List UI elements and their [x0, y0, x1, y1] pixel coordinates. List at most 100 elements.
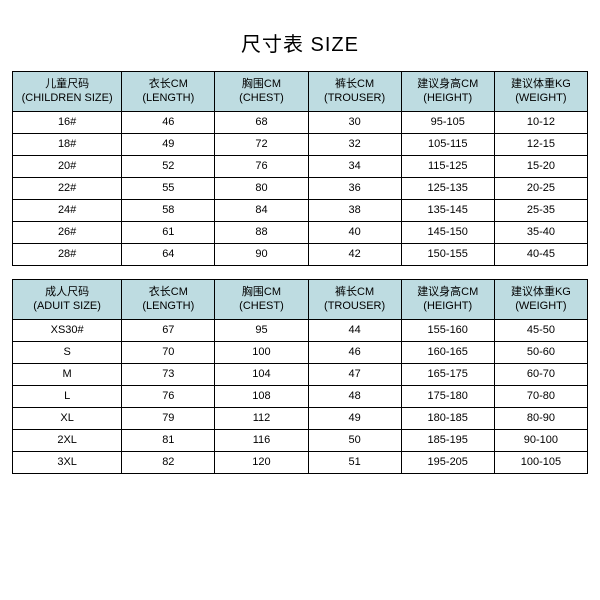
col-children-size-cn: 儿童尺码 [15, 78, 119, 92]
size-table-wrap: 儿童尺码 (CHILDREN SIZE) 衣长CM (LENGTH) 胸围CM … [12, 71, 588, 474]
cell-size: 28# [13, 244, 122, 266]
cell-trouser: 42 [308, 244, 401, 266]
cell-height: 160-165 [401, 342, 494, 364]
cell-size: 26# [13, 222, 122, 244]
cell-size: M [13, 364, 122, 386]
col-trouser-2: 裤长CM (TROUSER) [308, 280, 401, 320]
col-adult-size-en: (ADUIT SIZE) [15, 300, 119, 314]
table-row: 22#558036125-13520-25 [13, 178, 588, 200]
table-row: 24#588438135-14525-35 [13, 200, 588, 222]
table-row: XL7911249180-18580-90 [13, 408, 588, 430]
gap [13, 266, 588, 280]
cell-weight: 45-50 [494, 320, 587, 342]
cell-trouser: 38 [308, 200, 401, 222]
cell-length: 70 [122, 342, 215, 364]
col-children-size: 儿童尺码 (CHILDREN SIZE) [13, 72, 122, 112]
col-trouser-en: (TROUSER) [311, 92, 399, 106]
cell-height: 145-150 [401, 222, 494, 244]
col-height-en: (HEIGHT) [404, 92, 492, 106]
cell-length: 76 [122, 386, 215, 408]
cell-weight: 70-80 [494, 386, 587, 408]
cell-chest: 108 [215, 386, 308, 408]
col-chest-cn: 胸围CM [217, 78, 305, 92]
cell-chest: 112 [215, 408, 308, 430]
col-weight-2: 建议体重KG (WEIGHT) [494, 280, 587, 320]
cell-trouser: 47 [308, 364, 401, 386]
col-chest-en: (CHEST) [217, 92, 305, 106]
cell-size: 2XL [13, 430, 122, 452]
cell-chest: 120 [215, 452, 308, 474]
cell-length: 49 [122, 134, 215, 156]
table-row: 2XL8111650185-19590-100 [13, 430, 588, 452]
cell-trouser: 46 [308, 342, 401, 364]
table-row: L7610848175-18070-80 [13, 386, 588, 408]
cell-size: 24# [13, 200, 122, 222]
col-weight-cn: 建议体重KG [497, 78, 585, 92]
cell-height: 180-185 [401, 408, 494, 430]
table-row: 16#46683095-10510-12 [13, 112, 588, 134]
cell-chest: 72 [215, 134, 308, 156]
cell-length: 46 [122, 112, 215, 134]
size-table: 儿童尺码 (CHILDREN SIZE) 衣长CM (LENGTH) 胸围CM … [12, 71, 588, 474]
col-height-cn: 建议身高CM [404, 78, 492, 92]
cell-height: 150-155 [401, 244, 494, 266]
cell-length: 67 [122, 320, 215, 342]
cell-chest: 76 [215, 156, 308, 178]
col-weight: 建议体重KG (WEIGHT) [494, 72, 587, 112]
cell-trouser: 40 [308, 222, 401, 244]
adult-header: 成人尺码 (ADUIT SIZE) 衣长CM (LENGTH) 胸围CM (CH… [13, 280, 588, 320]
cell-length: 79 [122, 408, 215, 430]
cell-size: XS30# [13, 320, 122, 342]
table-row: 26#618840145-15035-40 [13, 222, 588, 244]
table-row: 20#527634115-12515-20 [13, 156, 588, 178]
cell-height: 195-205 [401, 452, 494, 474]
cell-trouser: 30 [308, 112, 401, 134]
cell-height: 95-105 [401, 112, 494, 134]
table-row: M7310447165-17560-70 [13, 364, 588, 386]
table-row: 28#649042150-15540-45 [13, 244, 588, 266]
cell-height: 155-160 [401, 320, 494, 342]
cell-height: 185-195 [401, 430, 494, 452]
col-height-2: 建议身高CM (HEIGHT) [401, 280, 494, 320]
cell-chest: 90 [215, 244, 308, 266]
cell-height: 125-135 [401, 178, 494, 200]
col-children-size-en: (CHILDREN SIZE) [15, 92, 119, 106]
table-row: 18#497232105-11512-15 [13, 134, 588, 156]
cell-size: L [13, 386, 122, 408]
cell-length: 64 [122, 244, 215, 266]
table-row: S7010046160-16550-60 [13, 342, 588, 364]
cell-weight: 80-90 [494, 408, 587, 430]
cell-weight: 15-20 [494, 156, 587, 178]
col-chest: 胸围CM (CHEST) [215, 72, 308, 112]
col-length: 衣长CM (LENGTH) [122, 72, 215, 112]
cell-height: 165-175 [401, 364, 494, 386]
cell-size: 3XL [13, 452, 122, 474]
cell-weight: 25-35 [494, 200, 587, 222]
cell-trouser: 34 [308, 156, 401, 178]
cell-weight: 50-60 [494, 342, 587, 364]
cell-chest: 68 [215, 112, 308, 134]
adult-body: XS30#679544155-16045-50S7010046160-16550… [13, 320, 588, 474]
col-length-cn: 衣长CM [124, 78, 212, 92]
cell-size: 16# [13, 112, 122, 134]
cell-length: 82 [122, 452, 215, 474]
col-length-2: 衣长CM (LENGTH) [122, 280, 215, 320]
cell-chest: 84 [215, 200, 308, 222]
cell-trouser: 36 [308, 178, 401, 200]
col-length-en: (LENGTH) [124, 92, 212, 106]
cell-trouser: 32 [308, 134, 401, 156]
col-adult-size: 成人尺码 (ADUIT SIZE) [13, 280, 122, 320]
cell-length: 58 [122, 200, 215, 222]
cell-weight: 10-12 [494, 112, 587, 134]
cell-height: 175-180 [401, 386, 494, 408]
cell-trouser: 50 [308, 430, 401, 452]
cell-chest: 116 [215, 430, 308, 452]
cell-weight: 20-25 [494, 178, 587, 200]
cell-weight: 12-15 [494, 134, 587, 156]
cell-weight: 90-100 [494, 430, 587, 452]
cell-chest: 104 [215, 364, 308, 386]
cell-weight: 40-45 [494, 244, 587, 266]
table-row: XS30#679544155-16045-50 [13, 320, 588, 342]
col-adult-size-cn: 成人尺码 [15, 286, 119, 300]
cell-size: 22# [13, 178, 122, 200]
